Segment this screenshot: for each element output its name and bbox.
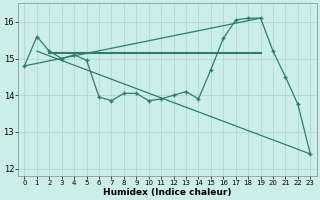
X-axis label: Humidex (Indice chaleur): Humidex (Indice chaleur) (103, 188, 232, 197)
